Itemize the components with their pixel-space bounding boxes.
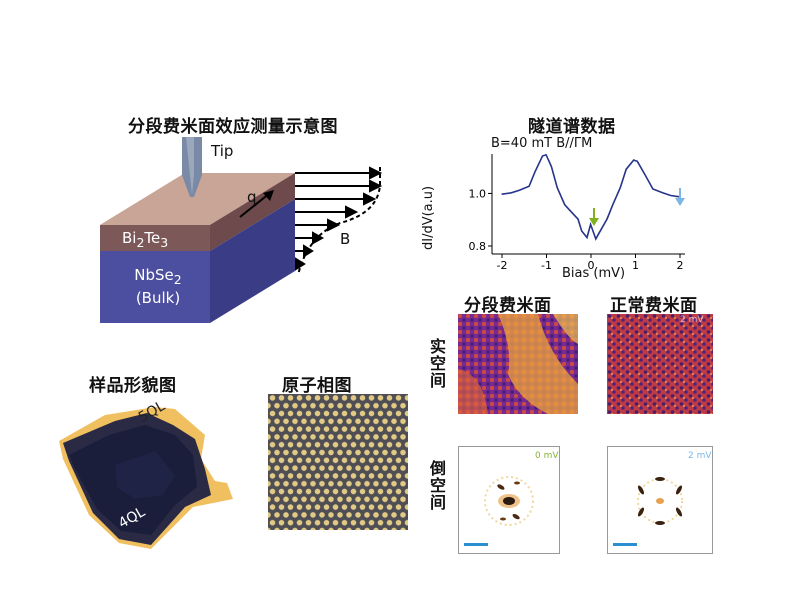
nbse2-label: NbSe2 (Bulk) xyxy=(134,266,182,307)
energy-label-reciprocal-normal: 2 mV xyxy=(688,451,712,461)
atomic-lattice-image xyxy=(268,394,408,530)
reciprocal-map-normal xyxy=(607,446,713,554)
y-tick-label: 1.0 xyxy=(469,187,487,200)
q-arrow-icon xyxy=(263,190,274,201)
topography-image xyxy=(59,407,233,549)
blue-arrow-icon xyxy=(675,188,685,206)
energy-label-real-normal: 2 mV xyxy=(680,315,704,325)
real-space-map-normal xyxy=(607,314,713,414)
schematic-title: 分段费米面效应测量示意图 xyxy=(128,117,338,137)
atomic-title: 原子相图 xyxy=(282,376,352,396)
tunneling-spectrum-chart: -2 -1 0 1 2 1.0 0.8 xyxy=(469,153,685,272)
x-tick-label: -1 xyxy=(541,259,552,272)
nbse2-layer xyxy=(100,251,210,323)
spectrum-title: 隧道谱数据 xyxy=(528,117,616,137)
bi2te3-layer xyxy=(100,225,210,251)
measurement-schematic xyxy=(100,137,383,323)
spectrum-condition: B=40 mT B//ΓM xyxy=(491,136,593,151)
bi2te3-label: Bi2Te3 xyxy=(122,229,169,250)
green-arrow-icon xyxy=(589,208,599,226)
scale-bar xyxy=(464,543,488,546)
x-tick-label: 2 xyxy=(677,259,684,272)
b-field-profile xyxy=(297,167,381,276)
x-tick-label: 0 xyxy=(588,259,595,272)
reciprocal-space-label: 倒空间 xyxy=(427,460,446,511)
spectrum-curve xyxy=(501,153,681,241)
spectrum-xlabel: Bias (mV) xyxy=(562,266,626,281)
reciprocal-map-segmented xyxy=(458,446,560,554)
b-field-arrows xyxy=(295,166,383,271)
bulk-label: (Bulk) xyxy=(135,289,181,307)
q-label: q xyxy=(247,188,257,206)
spectrum-ylabel: dI/dV(a.u) xyxy=(421,185,436,250)
y-tick-label: 0.8 xyxy=(469,240,487,253)
real-space-label: 实空间 xyxy=(427,338,446,389)
x-tick-label: -2 xyxy=(497,259,508,272)
real-space-map-segmented xyxy=(458,314,578,414)
segmented-fs-title: 分段费米面 xyxy=(464,296,552,316)
normal-fs-title: 正常费米面 xyxy=(610,296,698,316)
b-label: B xyxy=(340,230,351,248)
x-tick-label: 1 xyxy=(632,259,639,272)
topography-title: 样品形貌图 xyxy=(89,376,177,396)
tip-label: Tip xyxy=(211,142,234,160)
scale-bar xyxy=(613,543,637,546)
energy-label-reciprocal-segmented: 0 mV xyxy=(535,451,559,461)
